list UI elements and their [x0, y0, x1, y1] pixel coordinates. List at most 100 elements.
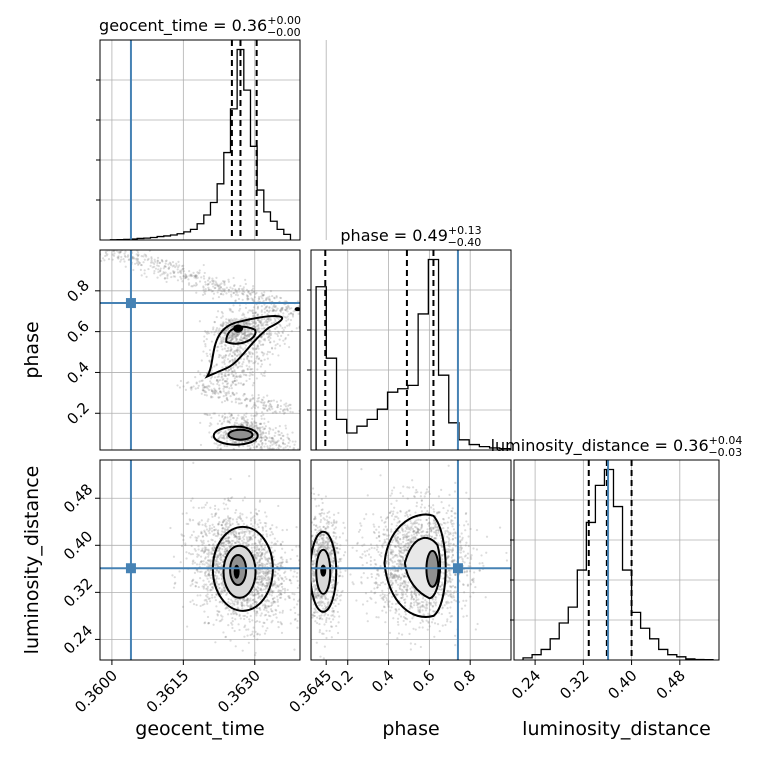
sample-point	[292, 411, 294, 413]
sample-point	[243, 618, 245, 620]
sample-point	[261, 411, 263, 413]
sample-point	[143, 272, 145, 274]
sample-point	[217, 447, 219, 449]
sample-point	[254, 536, 256, 538]
sample-point	[256, 548, 258, 550]
sample-point	[214, 389, 216, 391]
sample-point	[255, 614, 257, 616]
sample-point	[153, 272, 155, 274]
sample-point	[261, 311, 263, 313]
sample-point	[259, 634, 261, 636]
sample-point	[257, 314, 259, 316]
sample-point	[179, 386, 181, 388]
sample-point	[285, 320, 287, 322]
sample-point	[246, 542, 248, 544]
sample-point	[237, 366, 239, 368]
sample-point	[307, 569, 309, 571]
truth-marker	[126, 563, 136, 573]
sample-point	[246, 616, 248, 618]
sample-point	[235, 289, 237, 291]
sample-point	[206, 394, 208, 396]
sample-point	[175, 263, 177, 265]
sample-point	[259, 584, 261, 586]
sample-point	[272, 598, 274, 600]
sample-point	[272, 353, 274, 355]
sample-point	[234, 424, 236, 426]
sample-point	[247, 544, 249, 546]
sample-point	[230, 339, 232, 341]
sample-point	[233, 277, 235, 279]
sample-point	[289, 446, 291, 448]
sample-point	[267, 600, 269, 602]
sample-point	[263, 622, 265, 624]
sample-point	[300, 663, 302, 665]
sample-point	[251, 619, 253, 621]
sample-point	[320, 519, 322, 521]
sample-point	[275, 444, 277, 446]
sample-point	[218, 414, 220, 416]
sample-point	[261, 439, 263, 441]
sample-point	[259, 522, 261, 524]
sample-point	[215, 619, 217, 621]
sample-point	[196, 563, 198, 565]
sample-point	[202, 285, 204, 287]
sample-point	[220, 317, 222, 319]
sample-point	[200, 561, 202, 563]
sample-point	[246, 601, 248, 603]
sample-point	[221, 573, 223, 575]
sample-point	[268, 339, 270, 341]
sample-point	[197, 370, 199, 372]
sample-point	[253, 420, 255, 422]
sample-point	[282, 332, 284, 334]
sample-point	[269, 337, 271, 339]
sample-point	[256, 546, 258, 548]
sample-point	[264, 552, 266, 554]
sample-point	[223, 520, 225, 522]
sample-point	[265, 525, 267, 527]
sample-point	[208, 385, 210, 387]
sample-point	[230, 497, 232, 499]
sample-point	[240, 617, 242, 619]
sample-point	[261, 442, 263, 444]
sample-point	[297, 313, 299, 315]
sample-point	[206, 353, 208, 355]
sample-point	[240, 335, 242, 337]
sample-point	[260, 540, 262, 542]
sample-point	[242, 348, 244, 350]
sample-point	[250, 414, 252, 416]
hist-panel-luminosity_distance: luminosity_distance = 0.36+0.04−0.03	[491, 434, 743, 660]
sample-point	[212, 280, 214, 282]
sample-point	[224, 290, 226, 292]
sample-point	[156, 262, 158, 264]
sample-point	[241, 540, 243, 542]
sample-point	[294, 619, 296, 621]
sample-point	[251, 418, 253, 420]
sample-point	[316, 616, 318, 618]
sample-point	[274, 537, 276, 539]
sample-point	[270, 602, 272, 604]
sample-point	[286, 559, 288, 561]
sample-point	[188, 552, 190, 554]
sample-point	[234, 380, 236, 382]
sample-point	[262, 352, 264, 354]
sample-point	[221, 311, 223, 313]
sample-point	[279, 345, 281, 347]
sample-point	[227, 519, 229, 521]
sample-point	[277, 577, 279, 579]
sample-point	[195, 585, 197, 587]
sample-point	[288, 595, 290, 597]
sample-point	[215, 364, 217, 366]
sample-point	[211, 596, 213, 598]
sample-point	[263, 428, 265, 430]
sample-point	[227, 607, 229, 609]
sample-point	[220, 293, 222, 295]
sample-point	[308, 308, 310, 310]
sample-point	[305, 590, 307, 592]
sample-point	[208, 389, 210, 391]
sample-point	[307, 545, 309, 547]
sample-point	[258, 540, 260, 542]
sample-point	[249, 368, 251, 370]
sample-point	[261, 399, 263, 401]
sample-point	[223, 420, 225, 422]
sample-point	[193, 603, 195, 605]
